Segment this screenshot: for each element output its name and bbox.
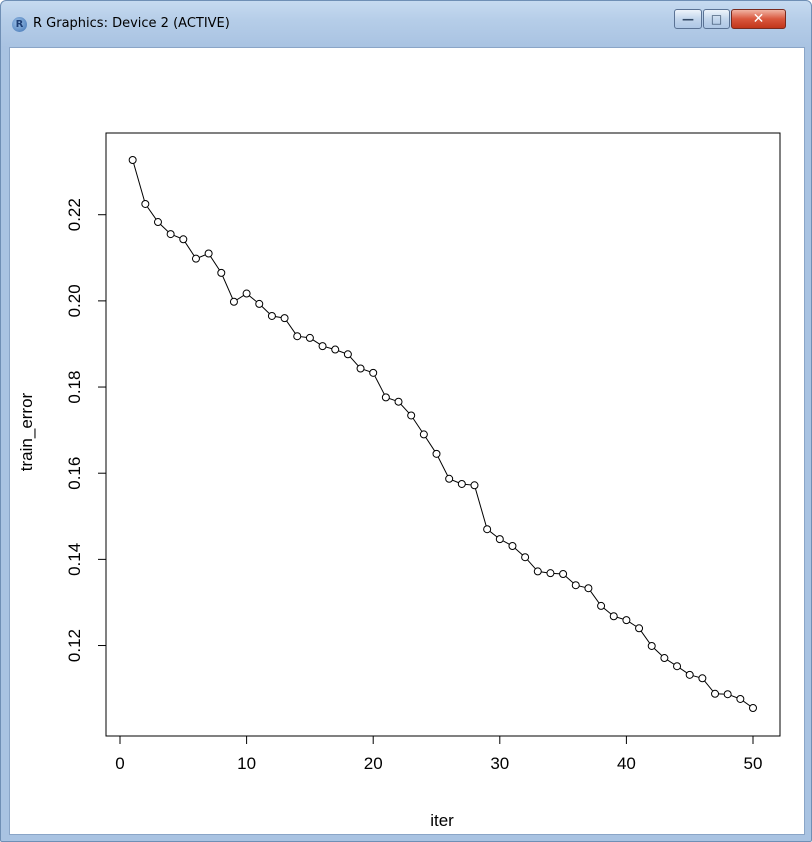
data-point bbox=[331, 345, 340, 354]
line-chart: 0 10 20 30 40 50 0.12 0.14 0.16 0.18 0.20 0.22 ite… bbox=[17, 132, 781, 830]
close-icon: ✕ bbox=[752, 11, 765, 27]
data-point bbox=[305, 333, 314, 342]
data-point bbox=[242, 289, 251, 298]
data-point bbox=[457, 479, 466, 488]
x-axis: 0 10 20 30 40 50 bbox=[115, 735, 763, 773]
minimize-icon: — bbox=[682, 12, 694, 26]
y-tick-label: 0.12 bbox=[65, 629, 84, 662]
x-tick-label: 10 bbox=[237, 754, 256, 773]
data-point bbox=[166, 230, 175, 239]
data-point bbox=[229, 297, 238, 306]
data-point bbox=[369, 368, 378, 377]
data-point bbox=[343, 350, 352, 359]
data-point bbox=[407, 411, 416, 420]
y-axis: 0.12 0.14 0.16 0.18 0.20 0.22 bbox=[65, 198, 107, 662]
data-point bbox=[432, 449, 441, 458]
data-point bbox=[128, 156, 137, 164]
plot-area-client: 0 10 20 30 40 50 0.12 0.14 0.16 0.18 0.20 0.22 ite… bbox=[9, 47, 805, 835]
data-point bbox=[533, 567, 542, 576]
data-point bbox=[470, 481, 479, 490]
data-point bbox=[153, 218, 162, 227]
data-point bbox=[280, 314, 289, 323]
data-point bbox=[204, 249, 213, 258]
y-tick-label: 0.22 bbox=[65, 198, 84, 231]
data-point bbox=[445, 474, 454, 483]
data-point bbox=[318, 342, 327, 351]
data-point bbox=[267, 311, 276, 320]
series-points bbox=[128, 156, 757, 712]
maximize-button[interactable]: □ bbox=[703, 9, 730, 29]
y-tick-label: 0.18 bbox=[65, 370, 84, 403]
y-tick-label: 0.16 bbox=[65, 457, 84, 490]
y-axis-label: train_error bbox=[17, 392, 36, 471]
data-point bbox=[546, 569, 555, 578]
data-point bbox=[293, 332, 302, 341]
plot-box bbox=[105, 132, 781, 737]
data-point bbox=[597, 601, 606, 610]
close-button[interactable]: ✕ bbox=[731, 9, 786, 29]
data-point bbox=[381, 393, 390, 402]
y-tick-label: 0.20 bbox=[65, 284, 84, 317]
data-point bbox=[723, 690, 732, 699]
x-tick-label: 20 bbox=[364, 754, 383, 773]
data-point bbox=[698, 674, 707, 683]
data-point bbox=[508, 542, 517, 551]
series-line bbox=[132, 159, 754, 709]
data-point bbox=[711, 689, 720, 698]
data-point bbox=[609, 612, 618, 621]
data-point bbox=[495, 535, 504, 544]
data-point bbox=[571, 581, 580, 590]
data-point bbox=[483, 525, 492, 534]
data-point bbox=[559, 570, 568, 579]
x-tick-label: 0 bbox=[115, 754, 124, 773]
minimize-button[interactable]: — bbox=[674, 9, 702, 29]
data-point bbox=[635, 624, 644, 633]
data-point bbox=[356, 364, 365, 373]
data-point bbox=[584, 584, 593, 593]
data-point bbox=[179, 235, 188, 244]
data-point bbox=[749, 704, 757, 712]
title-bar[interactable]: R R Graphics: Device 2 (ACTIVE) — □ ✕ bbox=[1, 1, 811, 47]
data-point bbox=[660, 654, 669, 663]
data-point bbox=[521, 553, 530, 562]
data-point bbox=[647, 641, 656, 650]
data-point bbox=[419, 430, 428, 439]
window-title: R Graphics: Device 2 (ACTIVE) bbox=[33, 16, 230, 31]
data-point bbox=[217, 268, 226, 277]
x-axis-label: iter bbox=[430, 811, 454, 830]
r-app-icon[interactable]: R bbox=[12, 17, 27, 32]
y-tick-label: 0.14 bbox=[65, 543, 84, 576]
data-point bbox=[394, 397, 403, 406]
x-tick-label: 30 bbox=[490, 754, 509, 773]
maximize-icon: □ bbox=[710, 12, 723, 26]
data-point bbox=[141, 199, 150, 208]
x-tick-label: 50 bbox=[744, 754, 763, 773]
x-tick-label: 40 bbox=[617, 754, 636, 773]
data-point bbox=[255, 299, 264, 308]
data-point bbox=[736, 694, 745, 703]
data-point bbox=[685, 670, 694, 679]
data-point bbox=[622, 616, 631, 625]
data-point bbox=[191, 254, 200, 263]
data-point bbox=[673, 662, 682, 671]
